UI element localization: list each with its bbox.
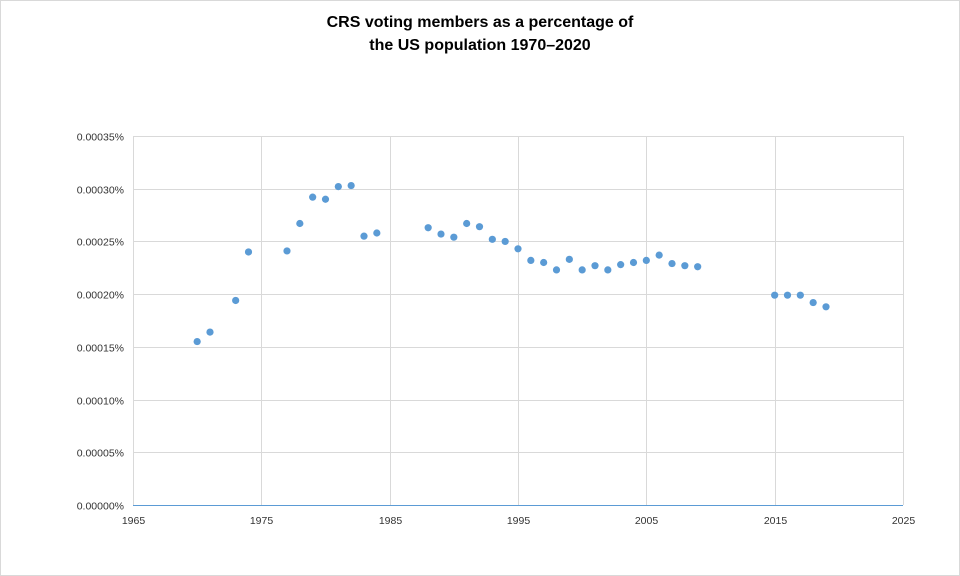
data-point	[578, 266, 586, 274]
data-point	[360, 232, 368, 240]
chart-title-line-2: the US population 1970–2020	[369, 37, 591, 54]
data-point	[193, 337, 201, 346]
data-point	[437, 230, 445, 238]
data-point	[796, 291, 804, 299]
data-point	[527, 256, 535, 265]
data-point	[424, 224, 432, 232]
data-point	[668, 259, 676, 268]
data-point	[244, 248, 253, 256]
data-point	[283, 247, 291, 255]
data-point	[604, 266, 612, 274]
data-point	[565, 255, 573, 263]
data-point	[617, 261, 625, 269]
x-tick-label: 1975	[250, 515, 274, 527]
data-point	[822, 303, 830, 311]
data-point	[232, 296, 240, 305]
y-tick-label: 0.00020%	[77, 290, 124, 302]
data-point	[809, 298, 817, 307]
data-point	[642, 256, 650, 265]
data-point	[296, 219, 304, 228]
data-point	[514, 245, 522, 253]
data-point	[694, 263, 702, 271]
chart-title: CRS voting members as a percentage of th…	[1, 11, 959, 57]
chart-title-line-1: CRS voting members as a percentage of	[326, 14, 634, 31]
x-tick-label: 2005	[635, 515, 659, 527]
x-tick-label: 1995	[507, 515, 531, 527]
data-point	[771, 291, 779, 299]
data-point	[475, 223, 484, 231]
y-tick-label: 0.00015%	[77, 343, 124, 355]
data-point	[681, 262, 689, 270]
x-tick-label: 1965	[122, 515, 146, 527]
data-point	[540, 258, 548, 267]
y-tick-label: 0.00035%	[77, 132, 124, 144]
x-tick-label: 2015	[764, 515, 788, 527]
data-point	[591, 262, 599, 270]
data-point	[783, 291, 792, 299]
data-point	[629, 258, 638, 267]
data-point	[309, 193, 317, 201]
data-point	[450, 233, 458, 241]
x-tick-label: 1985	[379, 515, 403, 527]
data-point	[655, 251, 663, 259]
data-point	[334, 183, 342, 191]
data-point	[488, 235, 496, 243]
data-point	[321, 195, 330, 203]
data-point	[463, 219, 471, 228]
x-tick-label: 2025	[892, 515, 916, 527]
data-point	[501, 237, 509, 246]
data-point	[373, 229, 381, 237]
y-tick-label: 0.00025%	[77, 237, 124, 249]
data-point	[206, 328, 214, 336]
data-point	[347, 181, 355, 190]
data-point	[552, 266, 561, 274]
y-tick-label: 0.00000%	[77, 501, 124, 513]
y-tick-label: 0.00030%	[77, 185, 124, 197]
y-tick-label: 0.00010%	[77, 396, 124, 408]
y-tick-label: 0.00005%	[77, 448, 124, 460]
